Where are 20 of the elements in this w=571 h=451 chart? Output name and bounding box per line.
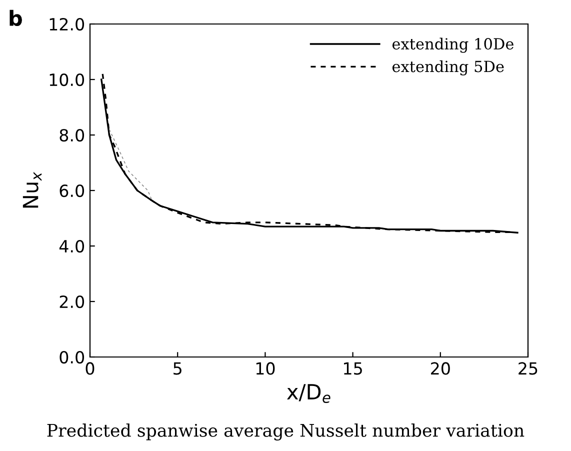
line-series	[108, 129, 152, 200]
legend-label: extending 10De	[392, 38, 514, 53]
legend-label: extending 5De	[392, 60, 504, 76]
text: Predicted spanwise average Nusselt number variation	[47, 423, 524, 441]
x-tick-label: 20	[431, 362, 450, 375]
x-tick-label: 10	[256, 362, 275, 375]
y-axis-title: Nu$_{x}$	[22, 172, 42, 208]
x-tick-label: 25	[518, 362, 538, 375]
y-tick-label: 2.0	[60, 295, 84, 308]
y-tick-label: 6.0	[60, 184, 84, 198]
x-axis-title: x/D$_{e}$	[286, 384, 330, 403]
y-tick-label: 10.0	[50, 73, 84, 86]
x-tick-label: 0	[86, 362, 94, 375]
x-tick-label: 15	[344, 362, 362, 375]
y-tick-label: 8.0	[60, 128, 84, 142]
text: b	[10, 10, 22, 26]
y-tick-label: 12.0	[50, 18, 84, 31]
y-tick-label: 0.0	[60, 350, 84, 364]
y-tick-label: 4.0	[59, 240, 84, 253]
x-tick-label: 5	[174, 362, 182, 375]
